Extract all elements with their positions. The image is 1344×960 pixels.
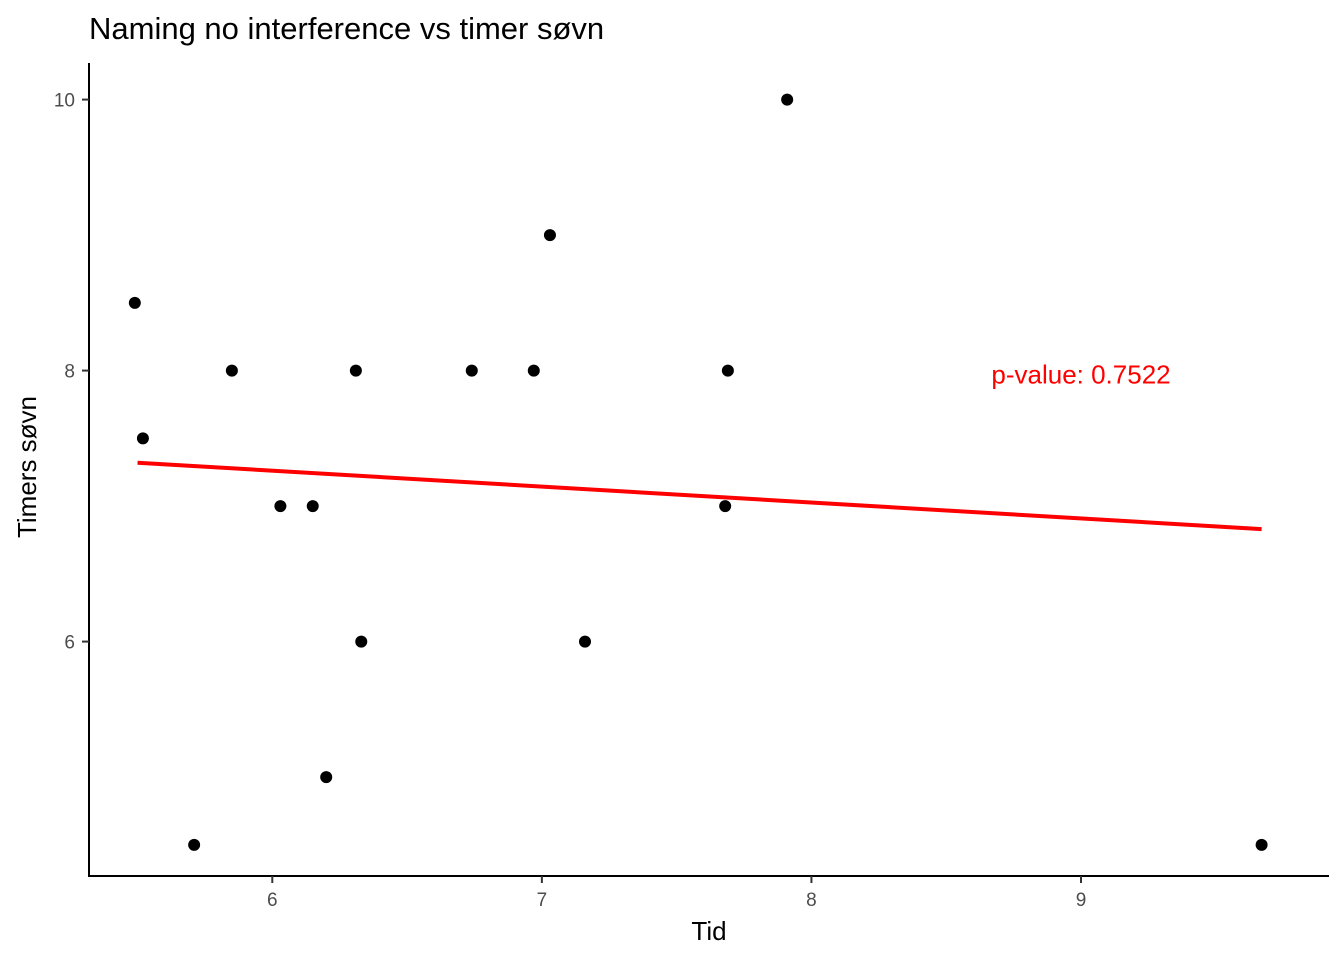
data-point: [320, 771, 333, 784]
data-point: [306, 500, 319, 513]
x-tick-label: 8: [806, 890, 817, 911]
y-axis-ticks: 6 8 10: [54, 91, 89, 654]
y-axis-title: Timers søvn: [12, 396, 42, 538]
data-point: [721, 364, 734, 377]
x-tick-label: 9: [1076, 890, 1087, 911]
data-point: [719, 500, 732, 513]
x-tick-label: 6: [267, 890, 278, 911]
data-point: [225, 364, 238, 377]
data-point: [128, 296, 141, 309]
data-point: [527, 364, 540, 377]
p-value-annotation: p-value: 0.7522: [991, 360, 1170, 390]
x-axis-title: Tid: [691, 916, 726, 946]
data-point: [781, 93, 794, 106]
data-point: [349, 364, 362, 377]
x-axis-ticks: 6 7 8 9: [267, 876, 1086, 911]
data-point: [274, 500, 287, 513]
plot-area: [128, 93, 1268, 851]
data-point: [355, 635, 368, 648]
data-point: [136, 432, 149, 445]
y-tick-label: 6: [64, 633, 75, 654]
y-tick-label: 8: [64, 362, 75, 383]
data-point: [543, 229, 556, 242]
y-tick-label: 10: [54, 91, 75, 112]
data-point: [465, 364, 478, 377]
data-point: [1255, 838, 1268, 851]
data-point: [188, 838, 201, 851]
regression-line: [137, 460, 1262, 532]
x-tick-label: 7: [537, 890, 548, 911]
data-point: [579, 635, 591, 648]
chart-title: Naming no interference vs timer søvn: [89, 11, 604, 46]
